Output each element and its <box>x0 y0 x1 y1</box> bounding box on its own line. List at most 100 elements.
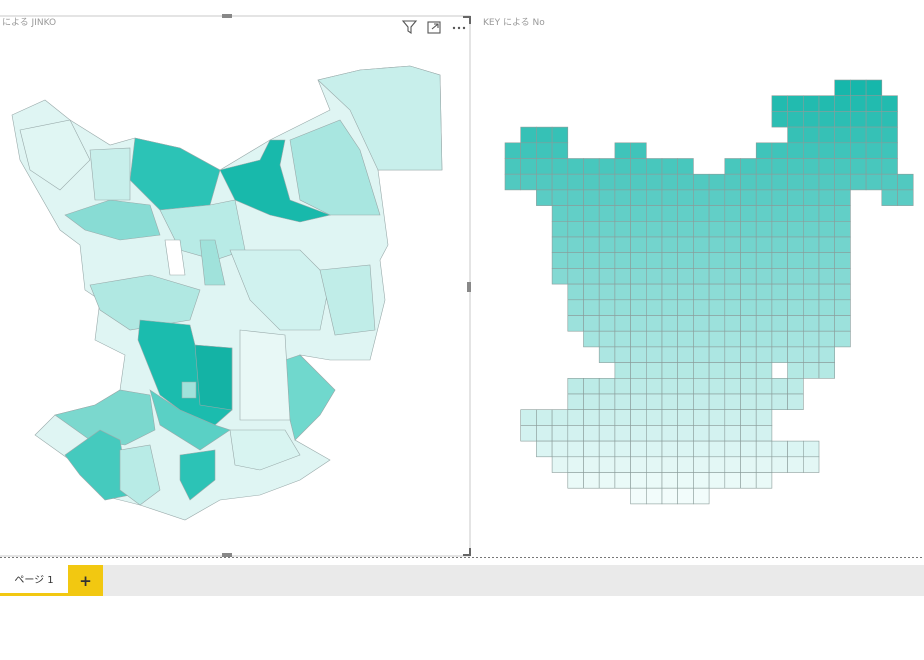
grid-cell <box>708 173 726 191</box>
grid-cell <box>567 252 584 269</box>
grid-cell <box>818 236 835 253</box>
grid-cell <box>881 142 898 159</box>
grid-cell <box>802 440 820 458</box>
grid-cell <box>787 173 804 191</box>
grid-cell <box>740 283 757 301</box>
filter-icon[interactable] <box>401 20 418 35</box>
grid-cell <box>865 111 883 128</box>
grid-cell <box>598 346 616 363</box>
grid-cell <box>551 158 569 175</box>
grid-cell <box>645 252 663 269</box>
grid-cell <box>693 205 710 222</box>
grid-cell <box>661 330 678 348</box>
grid-cell <box>787 205 804 222</box>
grid-cell <box>818 158 835 175</box>
grid-cell <box>771 283 788 301</box>
grid-cell <box>567 456 584 473</box>
grid-cell <box>881 126 898 144</box>
grid-cell <box>740 346 757 363</box>
grid-cell <box>677 315 694 332</box>
add-page-button[interactable] <box>68 565 103 596</box>
grid-cell <box>724 299 741 316</box>
grid-cell <box>583 440 600 458</box>
grid-cell <box>614 425 631 442</box>
grid-cell <box>834 95 851 112</box>
visual-title: KEY による No <box>483 17 545 28</box>
grid-cell <box>661 440 678 458</box>
grid-cell <box>567 221 584 238</box>
grid-cell <box>551 252 569 269</box>
grid-cell <box>567 472 584 489</box>
grid-cell <box>614 393 631 410</box>
grid-cell <box>708 362 726 379</box>
grid-cell <box>850 126 867 144</box>
grid-cell <box>630 472 647 489</box>
grid-cell <box>693 440 710 458</box>
focus-mode-icon[interactable] <box>427 21 441 34</box>
grid-cell <box>567 425 584 442</box>
grid-cell <box>583 205 600 222</box>
grid-cell <box>724 236 741 253</box>
grid-cell <box>661 268 678 285</box>
grid-cell <box>551 221 569 238</box>
grid-cell <box>755 299 773 316</box>
grid-cell <box>771 111 788 128</box>
grid-cell <box>755 142 773 159</box>
grid-cell <box>802 221 820 238</box>
grid-cell <box>598 173 616 191</box>
grid-cell <box>645 315 663 332</box>
grid-cell <box>583 299 600 316</box>
grid-cell <box>755 472 773 489</box>
grid-cell <box>614 472 631 489</box>
grid-cell <box>881 95 898 112</box>
grid-cell <box>818 362 835 379</box>
grid-cell <box>787 126 804 144</box>
grid-cell <box>645 189 663 206</box>
grid-cell <box>850 142 867 159</box>
grid-cell <box>614 252 631 269</box>
grid-cell <box>802 126 820 144</box>
page-tab-label[interactable]: ページ 1 <box>14 575 53 586</box>
resize-handle <box>467 282 471 292</box>
page-tab[interactable] <box>0 565 68 596</box>
grid-cell <box>755 456 773 473</box>
grid-cell <box>567 189 584 206</box>
more-options-icon[interactable] <box>452 26 466 30</box>
grid-cell <box>567 173 584 191</box>
grid-cell <box>614 283 631 301</box>
add-page-label[interactable]: + <box>79 572 92 590</box>
grid-cell <box>630 189 647 206</box>
grid-cell <box>755 268 773 285</box>
grid-cell <box>661 221 678 238</box>
resize-handle <box>222 14 232 18</box>
grid-cell <box>724 409 741 426</box>
grid-cell <box>755 315 773 332</box>
visual-title: KEY による JINKO <box>0 17 56 28</box>
grid-cell <box>771 236 788 253</box>
grid-cell <box>614 173 631 191</box>
grid-cell <box>551 205 569 222</box>
grid-cell <box>771 393 788 410</box>
grid-cell <box>802 330 820 348</box>
grid-cell <box>614 330 631 348</box>
grid-cell <box>834 142 851 159</box>
grid-cell <box>661 252 678 269</box>
grid-cell <box>771 268 788 285</box>
grid-cell <box>598 456 616 473</box>
grid-cell <box>677 189 694 206</box>
grid-cell <box>693 409 710 426</box>
grid-cell <box>567 393 584 410</box>
grid-cell <box>787 221 804 238</box>
grid-cell <box>630 268 647 285</box>
grid-cell <box>771 299 788 316</box>
grid-cell <box>897 173 914 191</box>
grid-cell <box>551 409 569 426</box>
grid-cell <box>724 268 741 285</box>
grid-cell <box>724 315 741 332</box>
grid-cell <box>834 189 851 206</box>
grid-cell <box>708 268 726 285</box>
grid-cell <box>787 268 804 285</box>
grid-cell <box>850 158 867 175</box>
grid-cell <box>708 236 726 253</box>
